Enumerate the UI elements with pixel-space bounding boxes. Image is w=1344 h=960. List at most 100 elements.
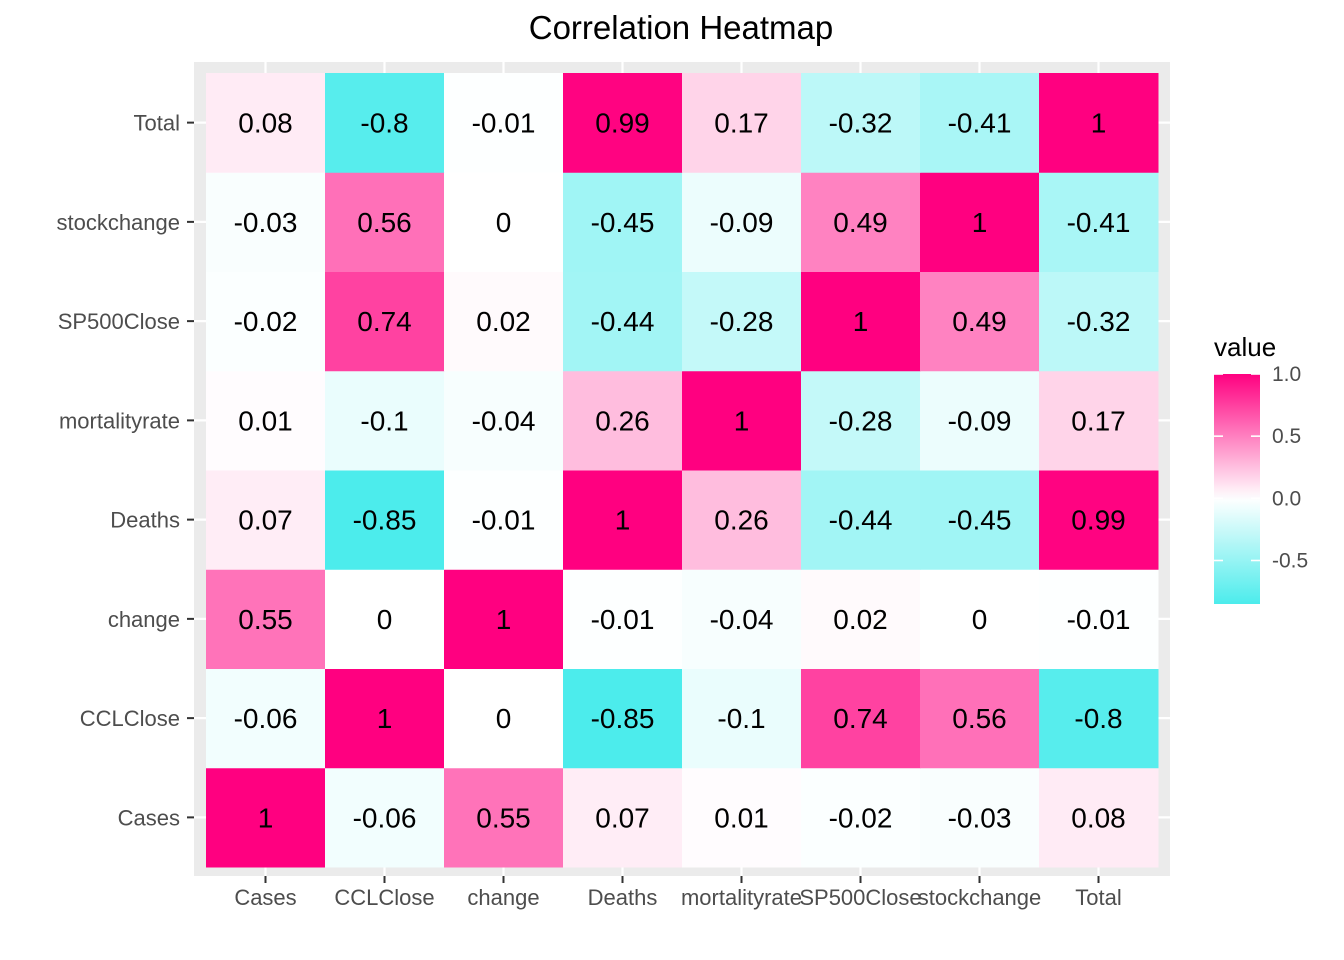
cell-value-label: 1 xyxy=(734,405,750,436)
heatmap-cell-CCLClose-Cases xyxy=(325,767,445,868)
x-tick-label: CCLClose xyxy=(334,885,434,910)
cell-value-label: -0.28 xyxy=(710,306,774,337)
heatmap-cell-CCLClose-Deaths xyxy=(325,470,445,570)
heatmap-cell-Total-Deaths xyxy=(1039,470,1159,570)
heatmap-cell-Deaths-mortalityrate xyxy=(563,370,683,471)
cell-value-label: -0.01 xyxy=(1067,604,1131,635)
cell-value-label: -0.45 xyxy=(948,505,1012,536)
cell-value-label: 0.74 xyxy=(357,306,412,337)
heatmap-cell-CCLClose-mortalityrate xyxy=(325,370,445,471)
cell-value-label: 0.08 xyxy=(238,108,293,139)
cell-value-label: -0.1 xyxy=(360,405,408,436)
heatmap-cell-SP500Close-SP500Close xyxy=(801,271,921,372)
heatmap-cell-mortalityrate-stockchange xyxy=(682,172,802,272)
heatmap-cell-CCLClose-Total xyxy=(325,73,445,173)
cell-value-label: -0.41 xyxy=(948,108,1012,139)
y-tick-label: mortalityrate xyxy=(59,408,180,433)
heatmap-cell-change-Deaths xyxy=(444,470,564,570)
heatmap-cell-Total-Total xyxy=(1039,73,1159,173)
heatmap-cell-change-Cases xyxy=(444,767,564,868)
heatmap-cell-stockchange-Total xyxy=(920,73,1040,173)
cell-value-label: 0.01 xyxy=(238,405,293,436)
cell-value-label: 0.26 xyxy=(595,405,650,436)
color-legend: value 1.0 0.5 0.0 -0.5 xyxy=(1214,332,1308,604)
y-tick-label: Total xyxy=(134,111,180,136)
cell-value-label: -0.06 xyxy=(234,703,298,734)
heatmap-cell-mortalityrate-Cases xyxy=(682,767,802,868)
heatmap-cell-SP500Close-mortalityrate xyxy=(801,370,921,471)
x-tick-label: Total xyxy=(1075,885,1121,910)
cell-value-label: -0.04 xyxy=(472,405,536,436)
heatmap-cell-stockchange-mortalityrate xyxy=(920,370,1040,471)
heatmap-cell-Cases-change xyxy=(206,569,326,669)
cell-value-label: -0.06 xyxy=(353,802,417,833)
heatmap-cell-Deaths-stockchange xyxy=(563,172,683,272)
cell-value-label: 0 xyxy=(377,604,393,635)
y-tick-label: stockchange xyxy=(56,210,180,235)
cell-value-label: 0.74 xyxy=(833,703,888,734)
heatmap-cell-SP500Close-Deaths xyxy=(801,470,921,570)
heatmap-cell-Cases-Cases xyxy=(206,767,326,868)
y-tick-label: change xyxy=(108,607,180,632)
cell-value-label: -0.09 xyxy=(948,405,1012,436)
cell-value-labels: 1 -0.06 0.55 0.07 0.01 -0.02 -0.03 0.08 -0.06 1 0 -… xyxy=(234,108,1131,834)
cell-value-label: 1 xyxy=(853,306,869,337)
heatmap-cell-mortalityrate-Total xyxy=(682,73,802,173)
cell-value-label: 0 xyxy=(972,604,988,635)
x-tick-label: Cases xyxy=(234,885,296,910)
cell-value-label: -0.1 xyxy=(717,703,765,734)
cell-value-label: 0.49 xyxy=(833,207,888,238)
cell-value-label: 0.55 xyxy=(238,604,293,635)
cell-value-label: -0.03 xyxy=(234,207,298,238)
y-tick-label: CCLClose xyxy=(80,706,180,731)
heatmap-cell-Total-stockchange xyxy=(1039,172,1159,272)
cell-value-label: 0 xyxy=(496,703,512,734)
cell-value-label: 0.49 xyxy=(952,306,1007,337)
heatmap-cell-Deaths-Cases xyxy=(563,767,683,868)
heatmap-cell-Total-mortalityrate xyxy=(1039,370,1159,471)
heatmap-cell-stockchange-change xyxy=(920,569,1040,669)
cell-value-label: 0.56 xyxy=(357,207,412,238)
heatmap-cell-SP500Close-stockchange xyxy=(801,172,921,272)
x-axis: Cases CCLClose change Deaths mortalityrateSP… xyxy=(234,876,1122,910)
heatmap-cell-stockchange-CCLClose xyxy=(920,668,1040,769)
heatmap-cell-Deaths-SP500Close xyxy=(563,271,683,372)
heatmap-cell-Deaths-Deaths xyxy=(563,470,683,570)
cell-value-label: 0.17 xyxy=(714,108,769,139)
cell-value-label: 0.08 xyxy=(1071,802,1126,833)
cell-value-label: 0.07 xyxy=(238,505,293,536)
heatmap-cell-Total-change xyxy=(1039,569,1159,669)
heatmap-cells xyxy=(206,73,1159,868)
legend-tick-label: 0.5 xyxy=(1272,425,1301,448)
cell-value-label: -0.32 xyxy=(829,108,893,139)
heatmap-cell-CCLClose-change xyxy=(325,569,445,669)
cell-value-label: 1 xyxy=(972,207,988,238)
legend-tick-label: 0.0 xyxy=(1272,487,1301,510)
legend-color-bar xyxy=(1214,374,1260,604)
cell-value-label: 1 xyxy=(258,802,274,833)
cell-value-label: -0.41 xyxy=(1067,207,1131,238)
cell-value-label: -0.01 xyxy=(472,505,536,536)
heatmap-cell-stockchange-Deaths xyxy=(920,470,1040,570)
legend-tick-label: 1.0 xyxy=(1272,363,1301,386)
cell-value-label: -0.85 xyxy=(591,703,655,734)
y-tick-label: Deaths xyxy=(110,508,180,533)
cell-value-label: 1 xyxy=(615,505,631,536)
cell-value-label: -0.01 xyxy=(472,108,536,139)
heatmap-cell-stockchange-stockchange xyxy=(920,172,1040,272)
heatmap-cell-Deaths-change xyxy=(563,569,683,669)
cell-value-label: -0.01 xyxy=(591,604,655,635)
heatmap-cell-change-Total xyxy=(444,73,564,173)
cell-value-label: -0.09 xyxy=(710,207,774,238)
heatmap-cell-mortalityrate-Deaths xyxy=(682,470,802,570)
heatmap-cell-SP500Close-Total xyxy=(801,73,921,173)
cell-value-label: -0.8 xyxy=(360,108,408,139)
y-tick-label: SP500Close xyxy=(58,309,180,334)
heatmap-cell-Cases-SP500Close xyxy=(206,271,326,372)
cell-value-label: 1 xyxy=(1091,108,1107,139)
cell-value-label: -0.02 xyxy=(829,802,893,833)
cell-value-label: 0.17 xyxy=(1071,405,1126,436)
heatmap-cell-CCLClose-stockchange xyxy=(325,172,445,272)
cell-value-label: 1 xyxy=(377,703,393,734)
